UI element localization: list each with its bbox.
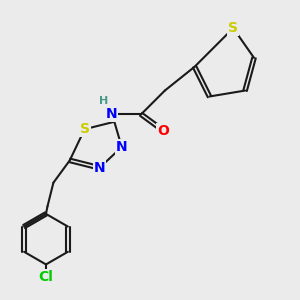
- Text: Cl: Cl: [38, 270, 53, 284]
- Text: S: S: [80, 122, 90, 136]
- Text: S: S: [228, 21, 238, 35]
- Text: N: N: [106, 107, 117, 121]
- Text: N: N: [94, 161, 105, 175]
- Text: N: N: [116, 140, 128, 154]
- Text: H: H: [99, 96, 109, 106]
- Text: O: O: [158, 124, 169, 138]
